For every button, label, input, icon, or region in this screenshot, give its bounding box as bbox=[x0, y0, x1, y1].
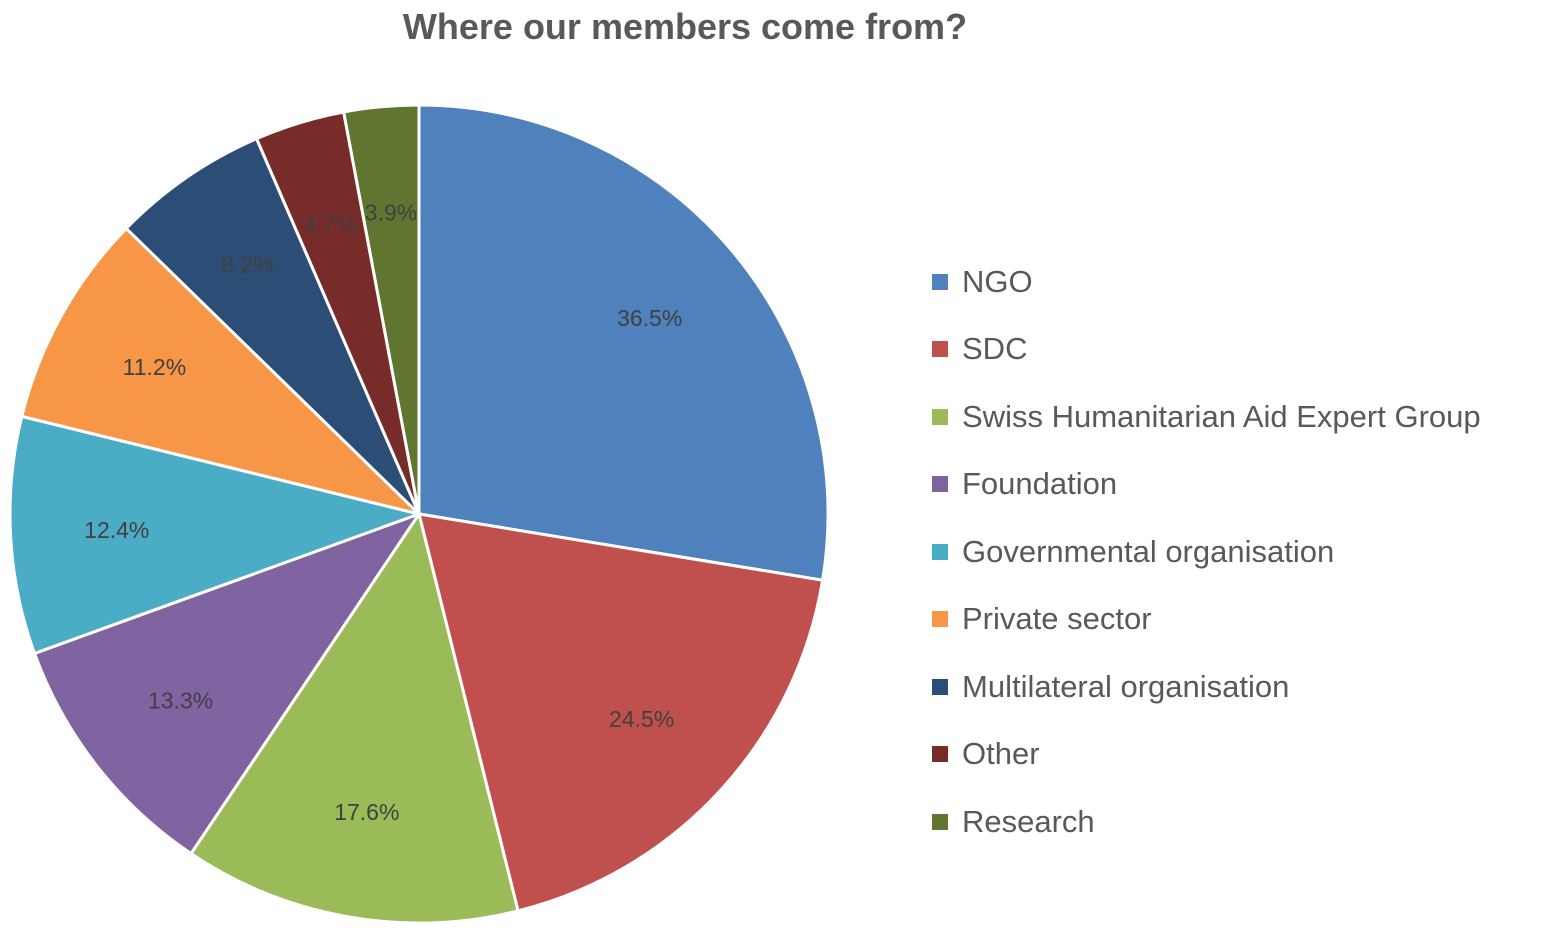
pie-slice-7 bbox=[124, 137, 421, 516]
data-label-4: 13.3% bbox=[148, 687, 213, 713]
pie-slice-4 bbox=[32, 512, 421, 856]
legend-label: NGO bbox=[962, 263, 1033, 299]
chart-legend: NGO SDC Swiss Humanitarian Aid Expert Grou… bbox=[932, 248, 1481, 856]
legend-swatch bbox=[932, 746, 948, 763]
legend-label: SDC bbox=[962, 331, 1028, 367]
legend-label: Foundation bbox=[962, 466, 1118, 502]
legend-label: Governmental organisation bbox=[962, 533, 1335, 569]
data-label-9: 3.9% bbox=[365, 200, 417, 226]
legend-label: Other bbox=[962, 736, 1040, 772]
legend-swatch bbox=[932, 611, 948, 628]
legend-item: Multilateral organisation bbox=[932, 653, 1481, 721]
legend-swatch bbox=[932, 476, 948, 493]
legend-swatch bbox=[932, 678, 948, 695]
data-label-8: 4.7% bbox=[304, 212, 356, 238]
legend-swatch bbox=[932, 813, 948, 830]
pie-slice-1 bbox=[417, 103, 830, 582]
legend-swatch bbox=[932, 341, 948, 358]
legend-label: Swiss Humanitarian Aid Expert Group bbox=[962, 398, 1481, 434]
legend-item: Other bbox=[932, 721, 1481, 789]
legend-label: Research bbox=[962, 803, 1095, 839]
legend-label: Multilateral organisation bbox=[962, 668, 1290, 704]
pie-slices bbox=[8, 103, 830, 925]
pie-slice-5 bbox=[8, 414, 421, 655]
pie-slice-9 bbox=[342, 103, 421, 516]
legend-item: Research bbox=[932, 788, 1481, 856]
legend-item: Governmental organisation bbox=[932, 518, 1481, 586]
legend-item: Swiss Humanitarian Aid Expert Group bbox=[932, 383, 1481, 451]
legend-item: Private sector bbox=[932, 586, 1481, 654]
data-label-3: 17.6% bbox=[334, 799, 399, 825]
legend-swatch bbox=[932, 543, 948, 560]
data-label-5: 12.4% bbox=[84, 517, 149, 543]
legend-label: Private sector bbox=[962, 601, 1152, 637]
data-label-1: 36.5% bbox=[617, 305, 682, 331]
chart-title: Where our members come from? bbox=[402, 6, 968, 47]
legend-swatch bbox=[932, 273, 948, 290]
data-label-2: 24.5% bbox=[609, 706, 674, 732]
pie-slice-6 bbox=[20, 226, 421, 516]
legend-item: NGO bbox=[932, 248, 1481, 316]
pie-slice-2 bbox=[417, 512, 825, 913]
legend-item: SDC bbox=[932, 316, 1481, 384]
legend-swatch bbox=[932, 408, 948, 425]
data-label-7: 8.2% bbox=[221, 252, 273, 278]
data-label-6: 11.2% bbox=[123, 354, 187, 380]
pie-slice-3 bbox=[189, 512, 520, 925]
legend-item: Foundation bbox=[932, 451, 1481, 519]
pie-data-labels: 36.5% 24.5% 17.6% 13.3% 12.4% 11.2% 8.2% 4.7% 3.… bbox=[84, 200, 682, 825]
